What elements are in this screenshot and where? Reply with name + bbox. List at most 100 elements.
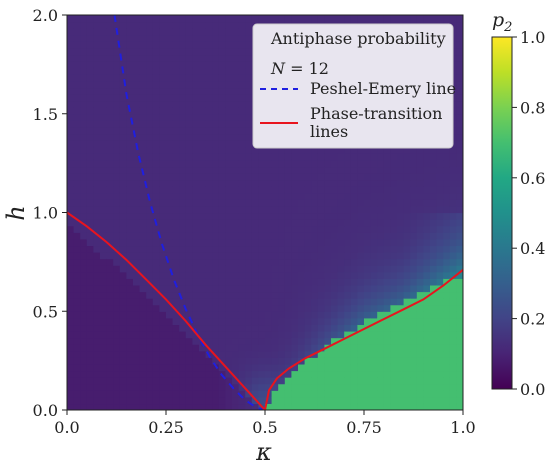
- heatmap-cell: [179, 383, 187, 391]
- heatmap-cell: [205, 390, 213, 398]
- heatmap-cell: [232, 192, 240, 200]
- heatmap-cell: [192, 252, 200, 260]
- heatmap-cell: [232, 212, 240, 220]
- heatmap-cell: [218, 67, 226, 75]
- heatmap-cell: [172, 126, 180, 135]
- heatmap-cell: [258, 258, 266, 266]
- heatmap-cell: [212, 173, 220, 181]
- heatmap-cell: [212, 298, 220, 306]
- heatmap-cell: [284, 344, 292, 352]
- heatmap-cell: [93, 100, 101, 108]
- heatmap-cell: [86, 337, 94, 345]
- heatmap-cell: [238, 252, 246, 260]
- heatmap-cell: [443, 252, 451, 260]
- heatmap-cell: [152, 28, 160, 36]
- heatmap-cell: [80, 205, 88, 214]
- heatmap-cell: [100, 21, 108, 29]
- heatmap-cell: [113, 15, 121, 23]
- heatmap-cell: [350, 238, 358, 247]
- heatmap-cell: [232, 258, 240, 266]
- heatmap-cell: [377, 396, 385, 405]
- heatmap-cell: [212, 186, 220, 194]
- heatmap-cell: [67, 252, 75, 260]
- heatmap-cell: [449, 324, 457, 332]
- heatmap-cell: [80, 54, 88, 62]
- heatmap-cell: [212, 219, 220, 227]
- heatmap-cell: [344, 159, 352, 168]
- heatmap-cell: [430, 199, 438, 207]
- heatmap-cell: [238, 344, 246, 352]
- heatmap-cell: [423, 258, 431, 266]
- heatmap-cell: [271, 15, 279, 23]
- heatmap-cell: [113, 291, 121, 299]
- heatmap-cell: [238, 337, 246, 345]
- heatmap-cell: [166, 199, 174, 207]
- heatmap-cell: [106, 238, 114, 247]
- heatmap-cell: [383, 186, 391, 194]
- heatmap-cell: [410, 390, 418, 398]
- heatmap-cell: [265, 331, 273, 339]
- heatmap-cell: [403, 344, 411, 352]
- heatmap-cell: [317, 396, 325, 405]
- heatmap-cell: [324, 265, 332, 273]
- heatmap-cell: [291, 403, 299, 410]
- x-tick-label: 0.0: [54, 418, 79, 437]
- heatmap-cell: [185, 61, 193, 69]
- heatmap-cell: [179, 357, 187, 365]
- heatmap-cell: [192, 61, 200, 69]
- heatmap-cell: [225, 363, 233, 372]
- heatmap-cell: [67, 133, 75, 141]
- heatmap-cell: [324, 370, 332, 378]
- heatmap-cell: [113, 403, 121, 410]
- heatmap-cell: [73, 225, 81, 233]
- heatmap-cell: [80, 350, 88, 358]
- heatmap-cell: [324, 205, 332, 214]
- heatmap-cell: [284, 159, 292, 168]
- heatmap-cell: [423, 298, 431, 306]
- heatmap-cell: [271, 205, 279, 214]
- heatmap-cell: [113, 140, 121, 148]
- heatmap-cell: [344, 245, 352, 253]
- heatmap-cell: [172, 245, 180, 253]
- heatmap-cell: [67, 74, 75, 82]
- heatmap-cell: [159, 15, 167, 23]
- heatmap-cell: [192, 265, 200, 273]
- heatmap-cell: [179, 245, 187, 253]
- heatmap-cell: [449, 212, 457, 220]
- heatmap-cell: [152, 126, 160, 135]
- heatmap-cell: [298, 350, 306, 358]
- heatmap-cell: [390, 278, 398, 286]
- heatmap-cell: [397, 146, 405, 154]
- heatmap-cell: [245, 133, 253, 141]
- heatmap-cell: [119, 113, 127, 121]
- heatmap-cell: [139, 390, 147, 398]
- heatmap-cell: [113, 337, 121, 345]
- heatmap-cell: [179, 107, 187, 115]
- heatmap-cell: [73, 61, 81, 69]
- heatmap-cell: [192, 370, 200, 378]
- heatmap-cell: [232, 173, 240, 181]
- heatmap-cell: [119, 298, 127, 306]
- heatmap-cell: [113, 67, 121, 75]
- heatmap-cell: [357, 271, 365, 279]
- heatmap-cell: [199, 298, 207, 306]
- heatmap-cell: [390, 317, 398, 326]
- heatmap-cell: [258, 383, 266, 391]
- heatmap-cell: [377, 212, 385, 220]
- heatmap-cell: [80, 159, 88, 168]
- heatmap-cell: [218, 324, 226, 332]
- heatmap-cell: [344, 383, 352, 391]
- heatmap-cell: [133, 232, 141, 240]
- heatmap-cell: [232, 47, 240, 56]
- heatmap-cell: [185, 100, 193, 108]
- heatmap-cell: [205, 396, 213, 405]
- heatmap-cell: [199, 107, 207, 115]
- heatmap-cell: [126, 324, 134, 332]
- heatmap-cell: [456, 133, 463, 141]
- heatmap-cell: [278, 350, 286, 358]
- heatmap-cell: [271, 265, 279, 273]
- heatmap-cell: [377, 225, 385, 233]
- heatmap-cell: [106, 192, 114, 200]
- heatmap-cell: [324, 357, 332, 365]
- legend-label-peshel-emery: Peshel-Emery line: [310, 79, 456, 98]
